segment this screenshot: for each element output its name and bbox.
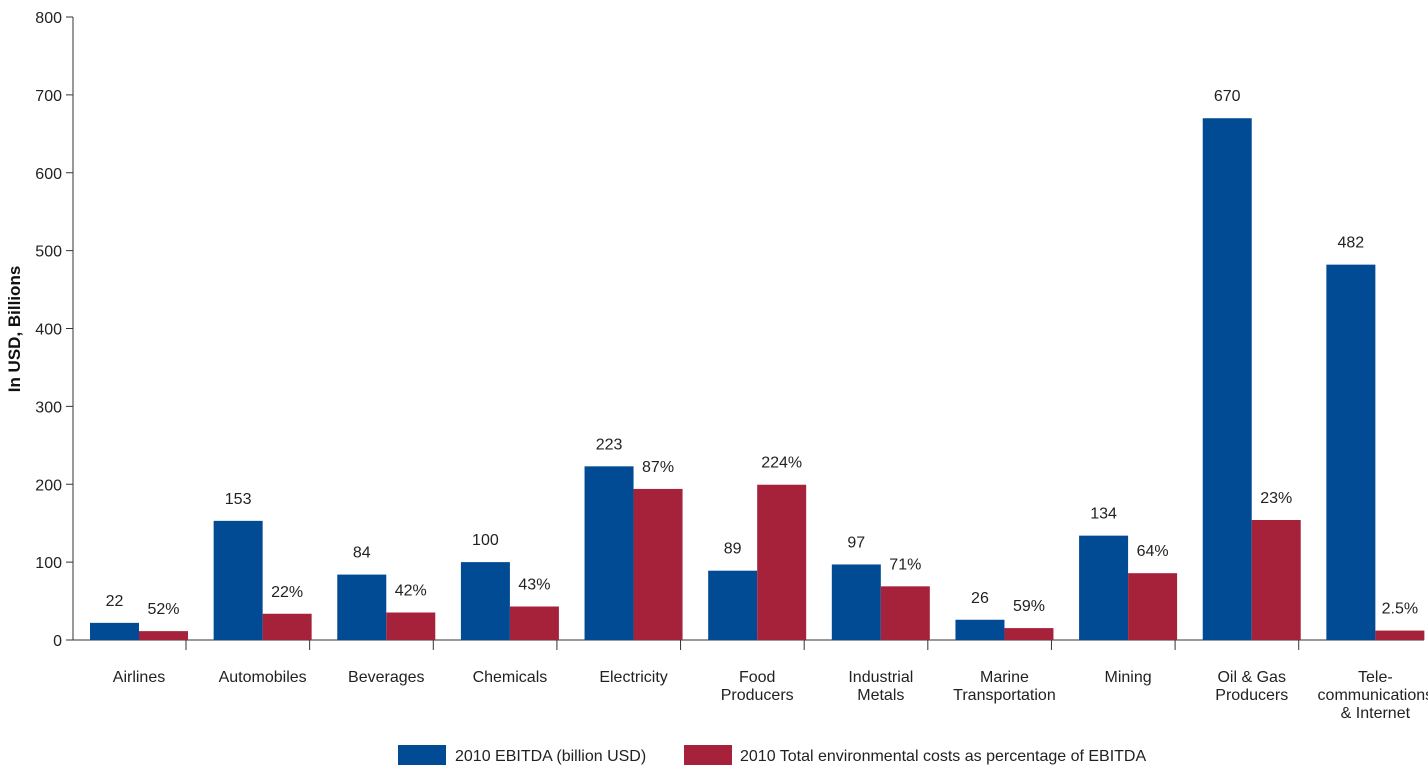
data-label: 153 (225, 491, 252, 508)
bars (90, 118, 1425, 641)
category-label: Food Producers (721, 669, 794, 704)
data-label: 670 (1214, 88, 1241, 105)
category-label: Electricity (599, 669, 667, 686)
y-tick-label: 700 (35, 88, 62, 105)
category-label: Marine Transportation (953, 669, 1056, 704)
bar-ebitda (955, 619, 1005, 640)
bar-ebitda (337, 574, 387, 640)
data-label: 71% (889, 556, 921, 573)
bar-environmental-cost (1004, 628, 1054, 640)
category-labels: Airlines Automobiles Beverages Chemicals Ele… (113, 669, 1428, 722)
bar-environmental-cost (386, 612, 436, 640)
legend-swatch (684, 745, 732, 765)
y-tick-label: 400 (35, 322, 62, 339)
category-label: Chemicals (473, 669, 548, 686)
y-tick-label: 200 (35, 477, 62, 494)
bar-environmental-cost (633, 488, 683, 640)
y-tick-label: 500 (35, 244, 62, 261)
y-tick-label: 300 (35, 399, 62, 416)
data-label: 84 (353, 545, 371, 562)
data-label: 52% (147, 601, 179, 618)
data-label: 59% (1013, 598, 1045, 615)
category-label: Airlines (113, 669, 165, 686)
bar-ebitda (1326, 264, 1376, 640)
legend-label: 2010 EBITDA (billion USD) (455, 748, 646, 765)
bar-ebitda (460, 562, 510, 640)
data-label: 482 (1338, 235, 1365, 252)
bar-ebitda (90, 622, 139, 640)
category-label: Oil & Gas Producers (1215, 669, 1288, 704)
legend-swatch (398, 745, 446, 765)
bar-ebitda (708, 570, 758, 640)
bar-environmental-cost (757, 484, 807, 640)
data-label: 89 (724, 541, 742, 558)
y-axis-label: In USD, Billions (5, 266, 24, 393)
data-label: 22% (271, 584, 303, 601)
bar-environmental-cost (139, 631, 188, 640)
bar-ebitda (213, 520, 263, 640)
y-tick-label: 600 (35, 166, 62, 183)
data-label: 23% (1260, 490, 1292, 507)
data-labels: 22 153 84 100 223 89 97 26 134 670 482 52% 22% 42% 43%… (106, 88, 1418, 618)
bar-environmental-cost (1251, 519, 1301, 640)
bar-environmental-cost (880, 586, 930, 640)
y-axis: 0 100 200 300 400 500 600 700 800 (35, 10, 74, 650)
data-label: 43% (518, 577, 550, 594)
bar-ebitda (1202, 118, 1252, 641)
bar-ebitda (584, 466, 634, 640)
y-tick-label: 800 (35, 10, 62, 27)
data-label: 87% (642, 459, 674, 476)
legend: 2010 EBITDA (billion USD) 2010 Total envi… (398, 745, 1146, 765)
bar-ebitda (831, 564, 881, 640)
bar-environmental-cost (1128, 573, 1178, 640)
bar-environmental-cost (262, 613, 312, 640)
data-label: 100 (472, 532, 499, 549)
data-label: 134 (1090, 506, 1117, 523)
category-label: Mining (1105, 669, 1152, 686)
y-tick-label: 100 (35, 555, 62, 572)
bar-environmental-cost (1375, 630, 1425, 640)
x-axis (73, 639, 1424, 650)
legend-label: 2010 Total environmental costs as percen… (740, 748, 1146, 765)
data-label: 2.5% (1382, 601, 1418, 618)
category-label: Tele-communications & Internet (1318, 669, 1428, 722)
bar-ebitda (1079, 535, 1129, 640)
data-label: 223 (596, 436, 623, 453)
data-label: 64% (1137, 543, 1169, 560)
y-tick-label: 0 (53, 633, 62, 650)
data-label: 26 (971, 590, 989, 607)
data-label: 97 (847, 534, 865, 551)
category-label: Beverages (348, 669, 425, 686)
bar-environmental-cost (509, 606, 559, 640)
data-label: 22 (106, 593, 124, 610)
data-label: 224% (761, 455, 802, 472)
category-label: Automobiles (219, 669, 307, 686)
data-label: 42% (395, 583, 427, 600)
category-label: Industrial Metals (848, 669, 913, 704)
